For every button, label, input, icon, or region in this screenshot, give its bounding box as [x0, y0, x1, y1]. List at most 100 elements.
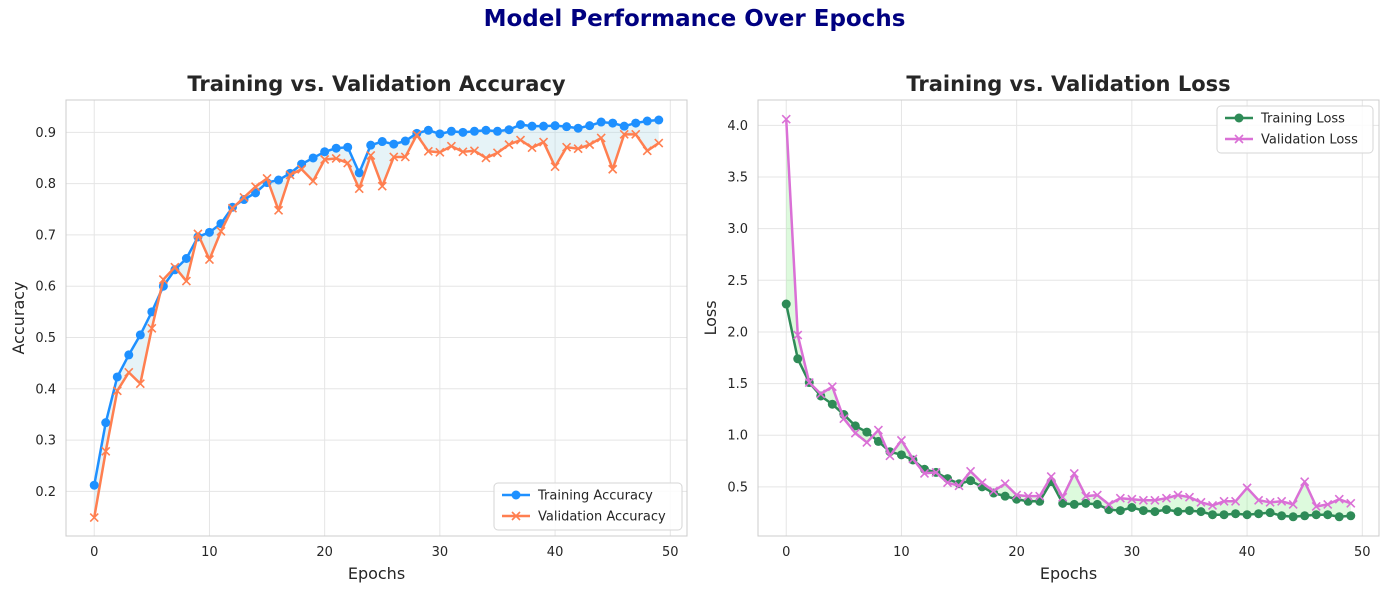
x-tick-label: 40: [1239, 545, 1256, 560]
chart-title: Training vs. Validation Accuracy: [187, 72, 566, 96]
data-point: [1288, 499, 1298, 509]
data-point: [343, 142, 353, 152]
data-point: [1196, 507, 1206, 517]
plot-frame: [65, 99, 688, 537]
y-tick-label: 4.0: [727, 119, 748, 134]
data-point: [1208, 510, 1218, 520]
data-point: [850, 421, 860, 431]
legend-box: [493, 482, 683, 531]
data-point: [919, 468, 930, 478]
data-point: [585, 140, 595, 150]
data-point: [101, 418, 111, 428]
y-tick-label: 2.0: [727, 325, 748, 340]
data-point: [550, 121, 560, 131]
x-tick-label: 10: [893, 545, 910, 560]
data-point: [1081, 491, 1091, 501]
legend-marker: [511, 511, 521, 521]
data-point: [1115, 506, 1125, 516]
data-point: [204, 227, 214, 237]
data-point: [989, 486, 999, 496]
data-point: [262, 173, 272, 184]
y-tick-label: 1.5: [727, 377, 748, 392]
data-point: [308, 176, 318, 186]
data-point: [1346, 498, 1356, 508]
data-point: [389, 152, 399, 162]
data-point: [977, 478, 987, 488]
y-tick-label: 0.5: [727, 480, 748, 495]
data-point: [1265, 508, 1275, 518]
data-point: [896, 450, 906, 460]
data-point: [285, 168, 295, 178]
data-point: [608, 164, 618, 174]
data-point: [1092, 499, 1102, 509]
data-point: [1231, 509, 1241, 519]
data-point: [1334, 494, 1344, 504]
data-point: [423, 146, 433, 156]
data-point: [1323, 510, 1333, 520]
data-point: [1035, 491, 1045, 501]
data-point: [1288, 512, 1298, 522]
data-point: [135, 330, 145, 340]
data-point: [1115, 493, 1125, 503]
data-point: [446, 126, 456, 136]
y-axis-label: Accuracy: [9, 281, 28, 354]
data-point: [942, 478, 953, 488]
data-point: [793, 354, 803, 364]
data-point: [366, 140, 376, 150]
data-point: [827, 399, 837, 409]
data-point: [1069, 499, 1079, 509]
data-point: [1196, 497, 1206, 507]
data-point: [1300, 477, 1310, 487]
data-point: [573, 144, 583, 154]
data-point: [1346, 511, 1356, 521]
data-point: [135, 379, 145, 389]
data-point: [1150, 495, 1160, 505]
data-point: [1012, 490, 1022, 500]
data-point: [862, 427, 872, 437]
data-point: [1138, 506, 1148, 516]
legend-label: Validation Loss: [1261, 133, 1358, 148]
data-point: [124, 367, 134, 377]
data-point: [1277, 496, 1287, 506]
data-point: [112, 386, 122, 396]
data-point: [1323, 499, 1333, 509]
y-tick-label: 0.4: [35, 382, 56, 397]
legend-marker: [1234, 113, 1244, 123]
legend-box: [1216, 105, 1374, 154]
y-tick-label: 0.7: [35, 228, 56, 243]
plot-area: [758, 100, 1379, 536]
x-tick-label: 0: [90, 545, 98, 560]
legend-label: Training Loss: [1260, 112, 1345, 127]
data-point: [850, 428, 860, 438]
data-point: [1092, 490, 1102, 500]
data-point: [1161, 505, 1171, 515]
data-point: [516, 120, 526, 130]
data-point: [1127, 502, 1137, 512]
y-tick-label: 3.0: [727, 222, 748, 237]
data-point: [101, 446, 111, 456]
data-point: [596, 117, 606, 127]
legend: Training Loss Validation Loss: [1216, 105, 1374, 154]
data-point: [435, 147, 445, 157]
data-point: [527, 143, 537, 153]
data-point: [285, 170, 295, 180]
chart-panel-0: 0 10 20 30 40 50 0.2 0.3 0.4 0.5 0.6 0.7 0.8 0.9 Epoch…: [9, 72, 688, 583]
x-tick-label: 0: [782, 545, 790, 560]
data-point: [1265, 497, 1275, 507]
x-tick-label: 50: [1354, 545, 1371, 560]
x-tick-label: 20: [1008, 545, 1025, 560]
data-point: [839, 414, 849, 424]
data-point: [585, 121, 595, 131]
data-point: [1023, 491, 1033, 501]
data-point: [492, 126, 502, 136]
data-point: [181, 253, 191, 263]
data-point: [954, 481, 964, 491]
x-axis-label: Epochs: [1040, 564, 1097, 583]
data-point: [227, 203, 238, 213]
data-point: [193, 229, 203, 239]
data-point: [377, 137, 387, 147]
data-point: [297, 164, 307, 174]
data-point: [562, 122, 572, 132]
data-point: [539, 121, 549, 131]
